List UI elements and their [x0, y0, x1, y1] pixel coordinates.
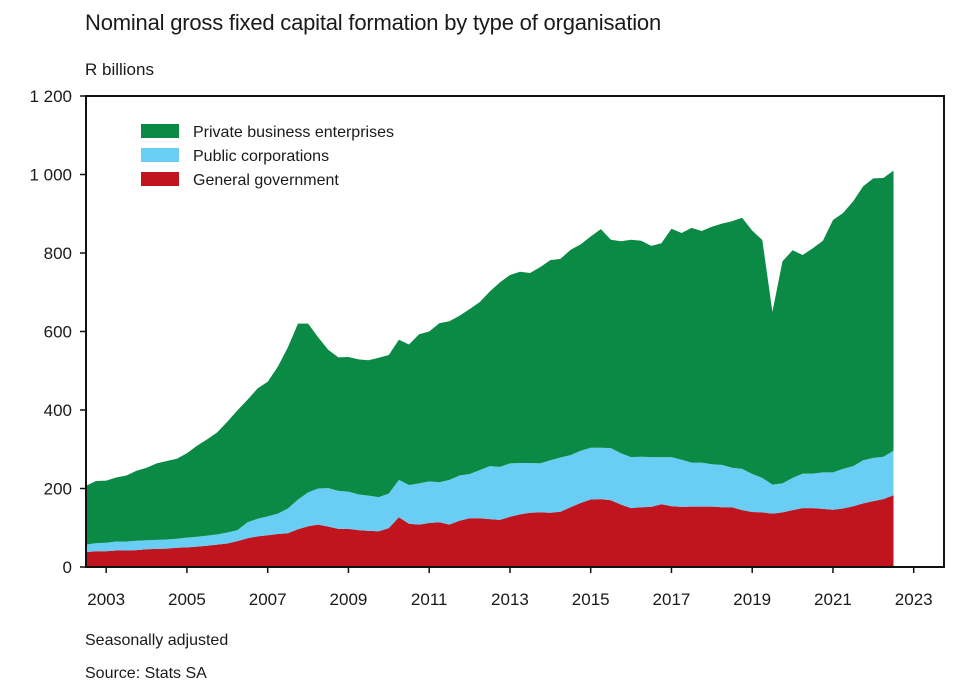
- x-tick-label: 2019: [733, 590, 771, 609]
- area-public-corporations: [86, 447, 894, 553]
- area-private-business-enterprises: [86, 170, 894, 545]
- y-tick-label: 400: [44, 401, 72, 420]
- legend-label: Public corporations: [193, 148, 329, 165]
- footnote-seasonally-adjusted: Seasonally adjusted: [85, 632, 229, 649]
- source-note: Source: Stats SA: [85, 665, 207, 682]
- legend-label: Private business enterprises: [193, 124, 394, 141]
- legend-swatch: [141, 124, 179, 138]
- x-tick-label: 2011: [411, 590, 448, 609]
- y-tick-label: 200: [44, 480, 72, 499]
- legend-label: General government: [193, 172, 339, 189]
- area-general-government: [86, 495, 894, 567]
- y-tick-label: 1 000: [29, 166, 72, 185]
- legend-swatch: [141, 172, 179, 186]
- x-tick-label: 2021: [814, 590, 852, 609]
- legend: Private business enterprises Public corpo…: [141, 124, 394, 189]
- x-tick-label: 2009: [330, 590, 368, 609]
- y-tick-label: 800: [44, 244, 72, 263]
- y-tick-label: 0: [63, 558, 72, 577]
- x-tick-label: 2013: [491, 590, 529, 609]
- chart-title: Nominal gross fixed capital formation by…: [85, 10, 661, 35]
- legend-swatch: [141, 148, 179, 162]
- x-tick-label: 2005: [168, 590, 206, 609]
- x-tick-label: 2003: [87, 590, 125, 609]
- x-tick-label: 2007: [249, 590, 287, 609]
- y-tick-label: 1 200: [29, 87, 72, 106]
- x-tick-label: 2017: [653, 590, 691, 609]
- x-axis: 2003 2005 2007 2009 2011 2013 2015 2017 2019 2021…: [87, 567, 933, 609]
- y-unit-label: R billions: [85, 60, 154, 79]
- y-tick-label: 600: [44, 323, 72, 342]
- y-axis: 0 200 400 600 800 1 000 1 200: [29, 87, 86, 577]
- area-series-group: [86, 170, 894, 567]
- x-tick-label: 2015: [572, 590, 610, 609]
- x-tick-label: 2023: [895, 590, 933, 609]
